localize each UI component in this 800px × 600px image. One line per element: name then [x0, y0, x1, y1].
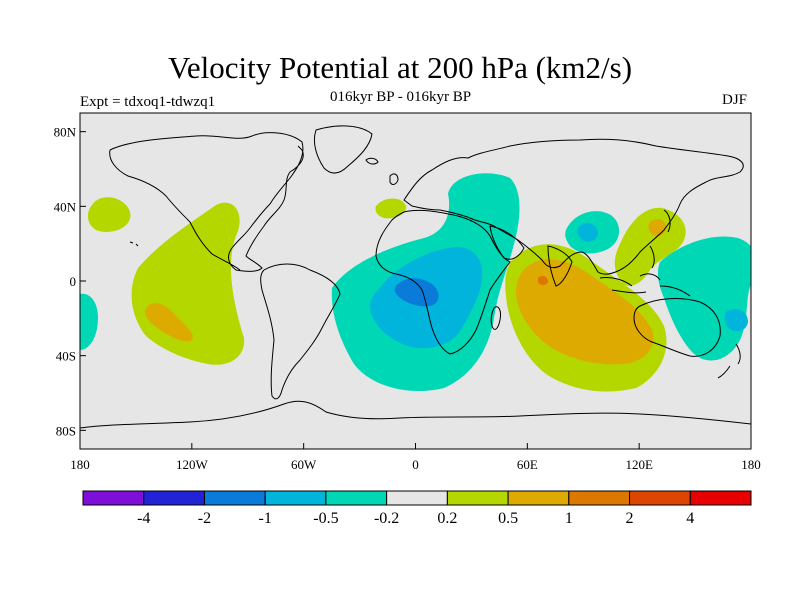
contour-fills	[80, 173, 751, 392]
contour-pos-north-pacific	[87, 197, 131, 232]
coastline-uk	[389, 173, 399, 185]
colorbar-swatch	[386, 490, 448, 506]
experiment-label: Expt = tdxoq1-tdwzq1	[80, 94, 216, 110]
coastline-hawaii	[129, 241, 139, 247]
coastline-north-america	[109, 132, 304, 272]
colorbar-swatch	[507, 490, 570, 506]
lat-tick-label: 40N	[54, 199, 77, 214]
colorbar-label: 2	[626, 510, 634, 527]
colorbar-label: 0.5	[498, 510, 518, 527]
contour-pos05-south-pacific	[144, 302, 193, 342]
coastline-arabia	[489, 225, 525, 260]
latitude-axis: 80N 40N 0 40S 80S	[54, 125, 86, 438]
contour-neg-pacific	[657, 236, 751, 361]
colorbar-swatch	[203, 490, 266, 506]
coastline-greenland	[313, 125, 373, 174]
colorbar-swatch	[325, 490, 388, 506]
contour-pos1-indian-spot	[538, 275, 548, 285]
chart-subtitle: 016kyr BP - 016kyr BP	[330, 89, 472, 105]
colorbar-label: -0.5	[313, 510, 338, 527]
colorbar-swatch	[264, 490, 327, 506]
contour-neg05-pacific	[724, 309, 748, 332]
lon-tick-label: 120W	[176, 457, 209, 472]
chart-title: Velocity Potential at 200 hPa (km2/s)	[167, 50, 633, 85]
coastline-africa	[375, 209, 511, 355]
colorbar-label: 4	[686, 510, 694, 527]
contour-neg1-africa	[394, 278, 439, 307]
coastline-japan	[649, 209, 671, 269]
coastline-south-america	[260, 263, 341, 400]
lon-tick-label: 60W	[291, 457, 317, 472]
lat-tick-label: 0	[70, 274, 77, 289]
colorbar-label: -2	[198, 510, 211, 527]
lon-tick-label: 0	[412, 457, 419, 472]
colorbar-swatch	[629, 490, 691, 506]
lon-tick-label: 180	[70, 457, 90, 472]
colorbar: -4 -2 -1 -0.5 -0.2 0.2 0.5 1 2 4	[82, 490, 752, 527]
colorbar-swatch	[568, 490, 631, 506]
lat-tick-label: 40S	[56, 349, 76, 364]
colorbar-label: 0.2	[437, 510, 457, 527]
colorbar-swatch	[689, 490, 752, 506]
season-label: DJF	[722, 92, 748, 108]
coastline-madagascar	[490, 306, 501, 330]
coastline-antarctica	[80, 400, 751, 429]
coastline-indonesia	[599, 273, 691, 297]
coastline-new-zealand	[717, 343, 741, 379]
colorbar-label: 1	[565, 510, 573, 527]
contour-neg-east-pacific-edge	[80, 293, 98, 350]
contour-pos05-indian-ocean	[516, 259, 654, 365]
colorbar-label: -4	[137, 510, 150, 527]
colorbar-label: -1	[259, 510, 272, 527]
contour-pos-north-atlantic	[375, 198, 407, 219]
coastline-iceland	[365, 157, 379, 165]
coastline-australia	[633, 298, 721, 357]
colorbar-swatch	[446, 490, 509, 506]
colorbar-swatch	[82, 490, 145, 506]
colorbar-label: -0.2	[374, 510, 399, 527]
lon-tick-label: 120E	[625, 457, 653, 472]
lat-tick-label: 80N	[54, 125, 77, 140]
colorbar-swatch	[143, 490, 205, 506]
coastline-eurasia	[403, 138, 744, 275]
longitude-axis: 180 120W 60W 0 60E 120E 180	[70, 443, 761, 472]
contour-neg05-east-asia	[577, 223, 598, 242]
coastlines	[80, 125, 751, 429]
lon-tick-label: 60E	[517, 457, 538, 472]
coastline-india	[547, 245, 573, 287]
lon-tick-label: 180	[741, 457, 761, 472]
lat-tick-label: 80S	[56, 423, 76, 438]
